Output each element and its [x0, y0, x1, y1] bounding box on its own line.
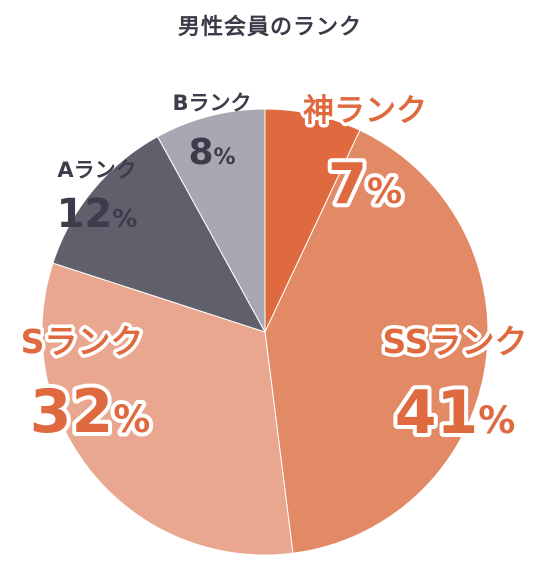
chart-title: 男性会員のランク [178, 14, 362, 40]
slice-value-label: 12% [57, 191, 138, 237]
slice-label: 神ランク [303, 93, 427, 129]
pie-slice [156, 108, 266, 333]
slice-label: Aランク [57, 158, 136, 182]
slice-value-label: 7% [328, 152, 402, 217]
slice-label: Bランク [172, 91, 251, 115]
pie-slice [41, 262, 294, 556]
pie-slice [264, 129, 489, 554]
slice-value-label: 41% [395, 378, 516, 448]
pie-slices [41, 108, 489, 556]
slice-value-label: 8% [188, 132, 235, 173]
pie-labels: 神ランク 7% SSランク 41% Sランク 32% Aランク 12% Bランク 8% [17, 90, 531, 453]
pie-slice [52, 135, 267, 333]
slice-label: Sランク [21, 322, 144, 361]
slice-label: SSランク [382, 322, 527, 361]
slice-value-label: 32% [30, 377, 151, 447]
